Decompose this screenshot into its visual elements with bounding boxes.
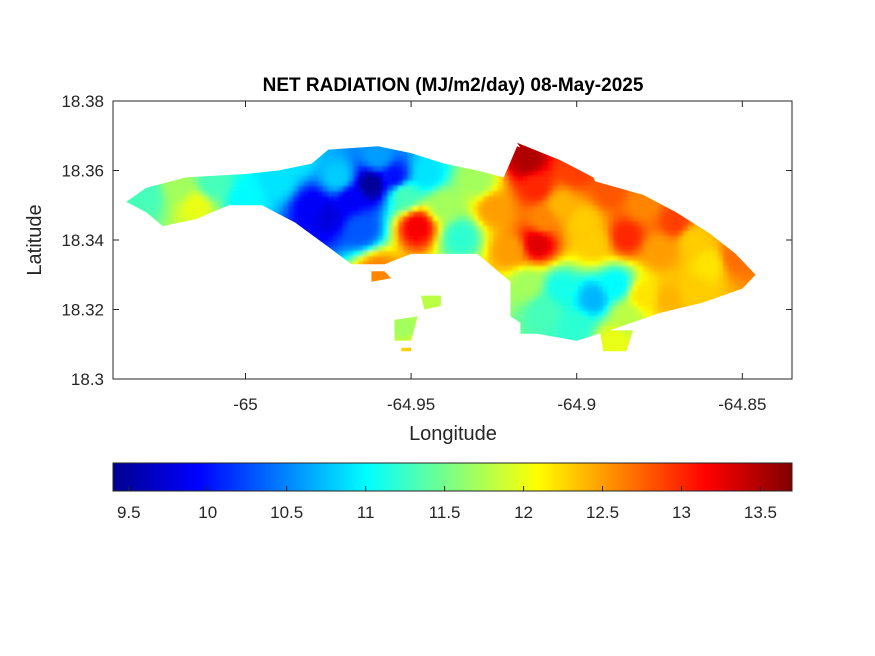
colorbar-tick-label: 12 bbox=[514, 503, 533, 522]
colorbar-tick-label: 12.5 bbox=[586, 503, 619, 522]
y-axis-ticks: 18.38 18.36 18.34 18.32 18.3 bbox=[61, 92, 792, 389]
y-tick-label: 18.32 bbox=[61, 301, 104, 320]
colorbar-tick-label: 10 bbox=[198, 503, 217, 522]
chart-title: NET RADIATION (MJ/m2/day) 08-May-2025 bbox=[263, 75, 644, 96]
colorbar bbox=[112, 462, 793, 492]
colorbar-tick-label: 13 bbox=[672, 503, 691, 522]
y-axis-label: Latitude bbox=[24, 204, 46, 275]
x-tick-label: -64.85 bbox=[718, 395, 766, 414]
x-axis-ticks: -65 -64.95 -64.9 -64.85 bbox=[233, 101, 766, 414]
y-tick-label: 18.3 bbox=[71, 370, 104, 389]
x-tick-label: -65 bbox=[233, 395, 258, 414]
colorbar-tick-label: 10.5 bbox=[270, 503, 303, 522]
colorbar-tick-label: 9.5 bbox=[117, 503, 141, 522]
y-tick-label: 18.38 bbox=[61, 92, 104, 111]
x-axis-label: Longitude bbox=[409, 423, 497, 445]
colorbar-tick-label: 11.5 bbox=[429, 503, 461, 522]
colorbar-tick-label: 11 bbox=[357, 503, 375, 522]
colorbar-ticks: 9.5 10 10.5 11 11.5 12 12.5 13 13.5 bbox=[117, 486, 777, 522]
y-tick-label: 18.36 bbox=[61, 162, 104, 181]
x-tick-label: -64.95 bbox=[387, 395, 435, 414]
colorbar-tick-label: 13.5 bbox=[744, 503, 777, 522]
y-tick-label: 18.34 bbox=[61, 231, 104, 250]
x-tick-label: -64.9 bbox=[557, 395, 596, 414]
